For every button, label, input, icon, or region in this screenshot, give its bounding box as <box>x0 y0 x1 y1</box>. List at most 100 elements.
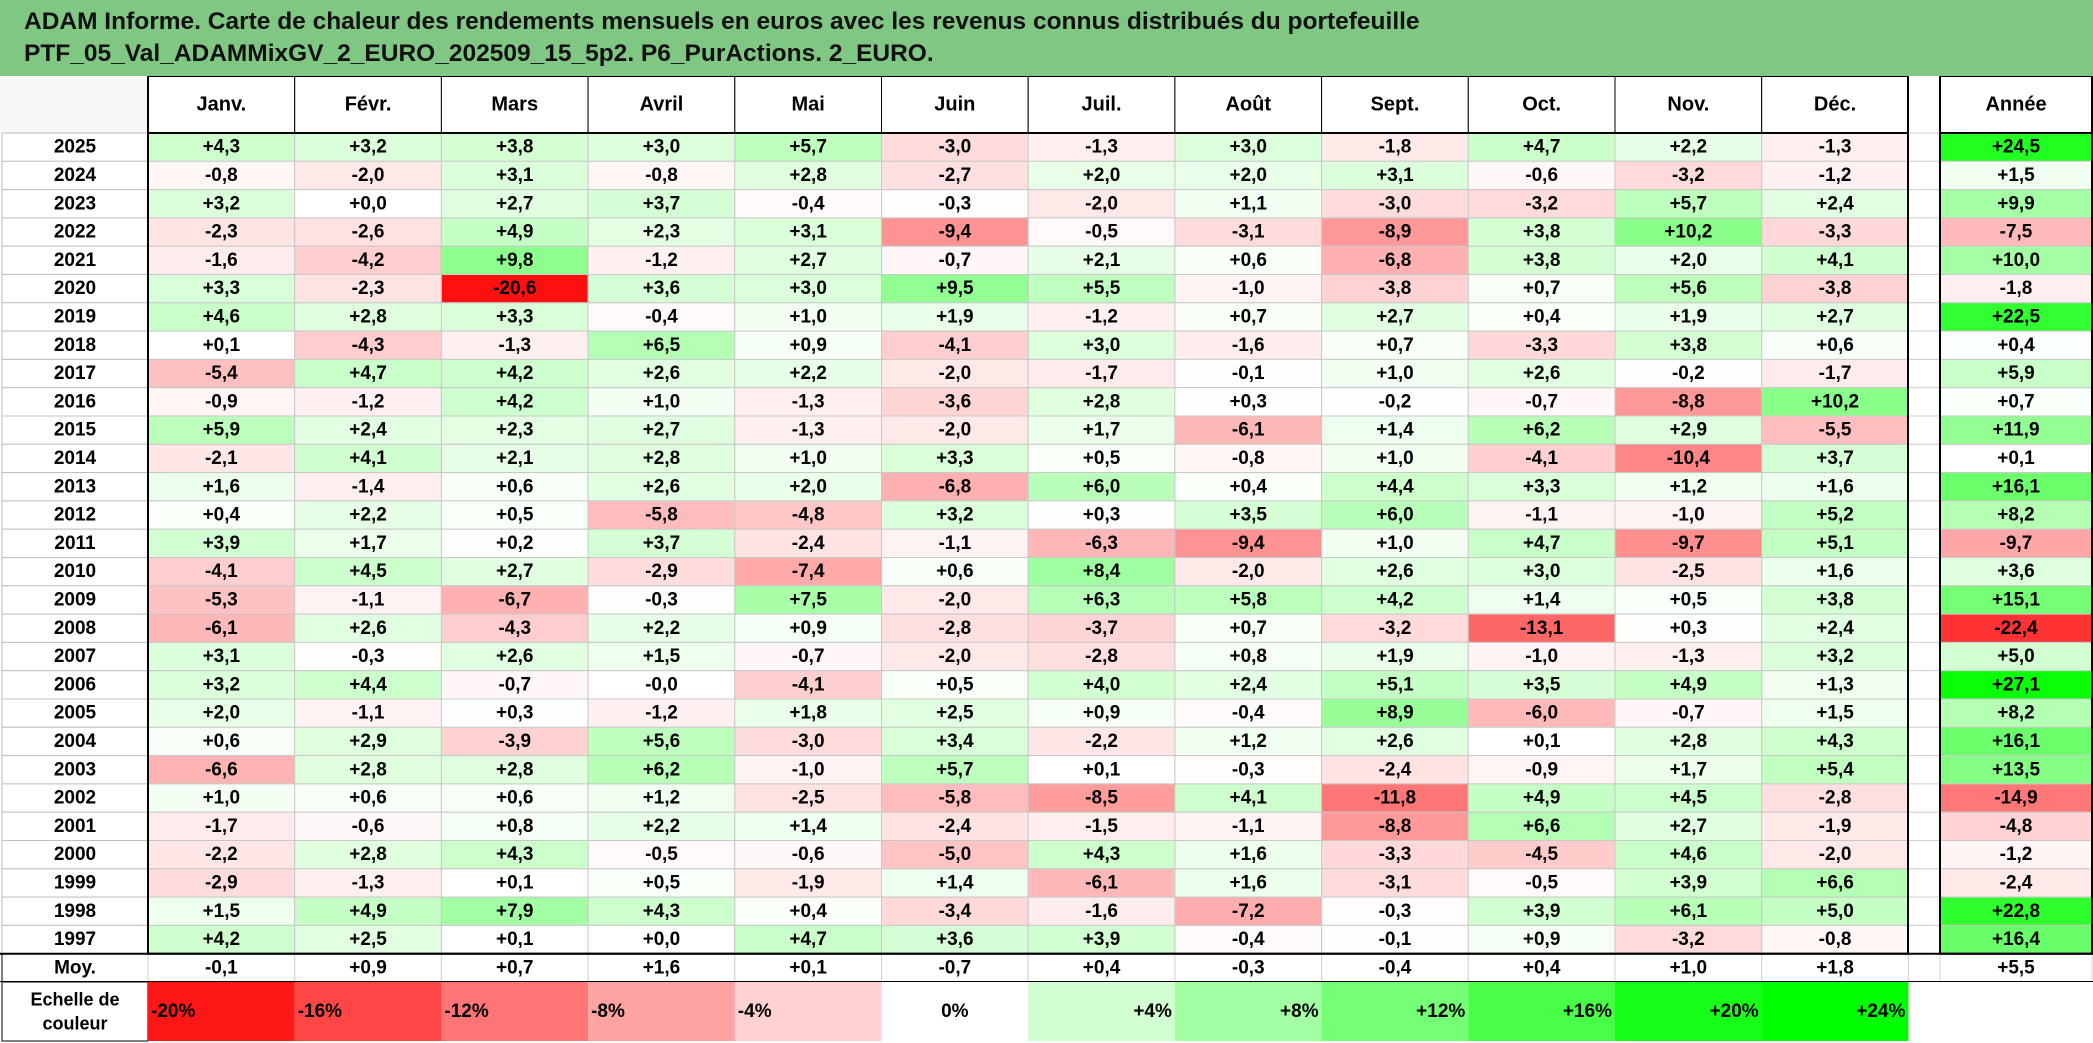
heatmap-cell <box>1761 783 1909 813</box>
heatmap-cell <box>1761 245 1909 275</box>
cell-value: +4,3 <box>1816 731 1854 752</box>
heatmap-cell <box>1321 840 1469 870</box>
cell-value: +3,9 <box>1670 872 1708 893</box>
cell-value: +0,6 <box>203 731 241 752</box>
cell-value: -0,8 <box>1819 929 1852 950</box>
cell-value: -1,6 <box>1232 335 1265 356</box>
heatmap-cell <box>1174 274 1323 304</box>
spacer-cell <box>1907 670 1941 700</box>
cell-value: +2,6 <box>1376 731 1414 752</box>
spacer-cell <box>1907 868 1941 898</box>
cell-value: +4,3 <box>643 901 681 922</box>
heatmap-cell <box>881 670 1029 700</box>
cell-value: -5,4 <box>205 363 238 384</box>
annual-cell <box>1939 245 2093 275</box>
heatmap-cell <box>1614 160 1763 191</box>
heatmap-cell <box>1614 811 1763 842</box>
cell-value: -0,8 <box>645 165 678 186</box>
month-block-border <box>147 76 1909 955</box>
heatmap-cell <box>1761 840 1909 870</box>
heatmap-cell <box>734 698 882 728</box>
average-value: +1,0 <box>1670 957 1708 978</box>
year-label: 2022 <box>54 222 96 243</box>
cell-value: +1,4 <box>936 872 974 893</box>
heatmap-cell <box>147 415 296 445</box>
cell-value: -4,1 <box>792 674 825 695</box>
cell-value: +2,8 <box>349 844 387 865</box>
average-cell <box>1614 953 1763 983</box>
heatmap-cell <box>1614 132 1763 162</box>
legend-swatch <box>1468 982 1615 1041</box>
heatmap-cell <box>294 811 442 842</box>
spacer-cell <box>1907 528 1941 559</box>
cell-value: -5,5 <box>1819 420 1852 441</box>
annual-cell <box>1939 415 2093 445</box>
cell-value: -1,5 <box>1085 816 1118 837</box>
cell-value: -0,6 <box>352 816 385 837</box>
cell-value: +0,4 <box>203 505 241 526</box>
cell-value: -2,3 <box>352 278 385 299</box>
cell-value: -0,2 <box>1379 391 1412 412</box>
heatmap-cell <box>1761 387 1909 417</box>
cell-value: +1,0 <box>203 788 241 809</box>
annual-value: +8,2 <box>1997 703 2035 724</box>
legend-swatch-label: -12% <box>444 1001 488 1022</box>
cell-value: +0,6 <box>496 788 534 809</box>
year-cell <box>1 811 149 842</box>
cell-value: +3,2 <box>349 137 387 158</box>
year-label: 2012 <box>54 505 96 526</box>
cell-value: +4,9 <box>496 222 534 243</box>
heatmap-cell <box>440 641 589 672</box>
month-header: Mai <box>791 94 824 116</box>
heatmap-cell <box>1174 500 1323 530</box>
heatmap-cell <box>1027 755 1176 785</box>
annual-cell <box>1939 698 2093 728</box>
cell-value: +0,5 <box>496 505 534 526</box>
cell-value: +0,4 <box>789 901 827 922</box>
average-label: Moy. <box>54 957 96 978</box>
cell-value: -2,0 <box>1819 844 1852 865</box>
cell-value: -11,8 <box>1374 788 1416 809</box>
cell-value: -0,6 <box>1525 165 1558 186</box>
cell-value: +4,4 <box>1376 476 1414 497</box>
heatmap-cell <box>1027 585 1176 615</box>
cell-value: -0,9 <box>205 391 238 412</box>
cell-value: -2,5 <box>792 788 825 809</box>
annual-value: -4,8 <box>2000 816 2033 837</box>
heatmap-cell <box>881 189 1029 219</box>
heatmap-cell <box>881 528 1029 559</box>
annual-value: +11,9 <box>1992 420 2039 441</box>
heatmap-cell <box>734 613 882 643</box>
cell-value: -4,3 <box>498 618 531 639</box>
spacer-cell <box>1907 358 1941 389</box>
cell-value: +3,3 <box>496 306 534 327</box>
cell-value: +3,5 <box>1229 505 1267 526</box>
cell-value: -1,8 <box>1379 137 1412 158</box>
heatmap-cell <box>1321 670 1469 700</box>
cell-value: -0,0 <box>645 674 678 695</box>
cell-value: -2,8 <box>1819 788 1852 809</box>
heatmap-cell <box>1174 585 1323 615</box>
legend-swatch-label: +4% <box>1133 1001 1172 1022</box>
cell-value: +9,8 <box>496 250 534 271</box>
annual-value: +16,1 <box>1992 476 2041 497</box>
cell-value: +0,9 <box>789 335 827 356</box>
heatmap-cell <box>294 330 442 360</box>
cell-value: +3,2 <box>1816 646 1854 667</box>
cell-value: +2,5 <box>349 929 387 950</box>
heatmap-cell <box>1761 585 1909 615</box>
heatmap-cell <box>440 783 589 813</box>
heatmap-cell <box>1761 811 1909 842</box>
year-cell <box>1 330 149 360</box>
cell-value: -0,9 <box>1525 759 1558 780</box>
spacer-cell <box>1907 189 1941 219</box>
spacer-cell <box>1907 755 1941 785</box>
heatmap-cell <box>587 868 736 898</box>
heatmap-cell <box>1174 557 1323 587</box>
cell-value: +4,0 <box>1083 674 1121 695</box>
heatmap-cell <box>881 415 1029 445</box>
annual-cell <box>1939 585 2093 615</box>
cell-value: +0,5 <box>643 872 681 893</box>
cell-value: +2,8 <box>1083 391 1121 412</box>
spacer-cell <box>1907 500 1941 530</box>
